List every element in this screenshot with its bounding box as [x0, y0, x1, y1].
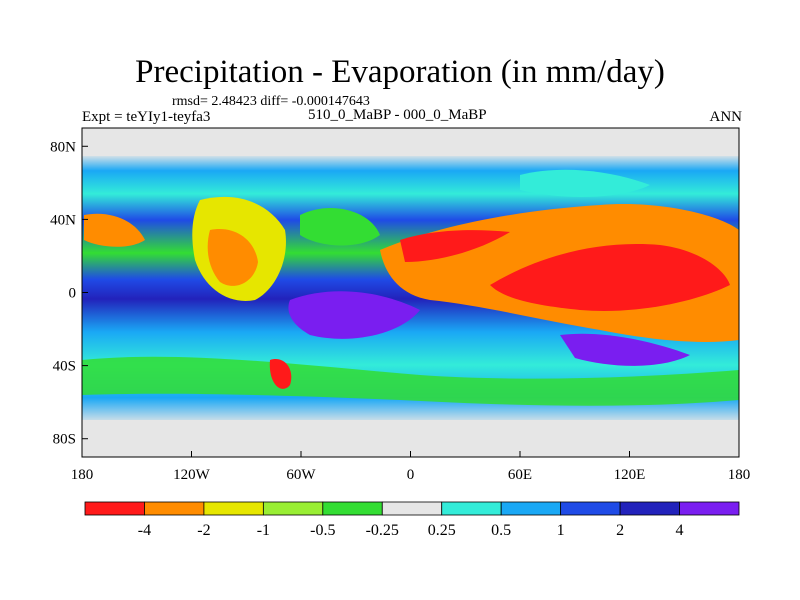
- south-west-red-spot: [269, 359, 292, 389]
- plot-title: Precipitation - Evaporation (in mm/day): [135, 54, 665, 90]
- eastern-purple-region: [560, 333, 690, 366]
- y-axis-ticks: 80N 40N 0 40S 80S: [50, 139, 88, 448]
- colorbar-label: 4: [676, 522, 684, 539]
- y-tick-label: 40S: [53, 359, 76, 375]
- colorbar-swatch: [322, 501, 383, 516]
- north-cyan-region: [520, 169, 650, 197]
- southern-green-band: [82, 356, 739, 406]
- comparison-label: 510_0_MaBP - 000_0_MaBP: [308, 107, 487, 123]
- precip-field: [82, 128, 739, 457]
- colorbar-label: -0.5: [310, 522, 335, 539]
- x-tick-label: 60W: [286, 467, 316, 483]
- colorbar-label: 0.25: [428, 522, 456, 539]
- colorbar-swatch: [500, 501, 562, 516]
- colorbar-label: 1: [557, 522, 565, 539]
- colorbar-swatch: [84, 501, 145, 516]
- y-tick-label: 80S: [53, 432, 76, 448]
- x-tick-label: 120E: [614, 467, 646, 483]
- tropical-purple-region: [288, 291, 420, 339]
- colorbar-label: -1: [257, 522, 270, 539]
- colorbar-label: 2: [616, 522, 624, 539]
- colorbar-swatch: [441, 501, 502, 516]
- season-label: ANN: [709, 109, 743, 125]
- x-axis-ticks: 180 120W 60W 0 60E 120E 180: [71, 451, 751, 483]
- colorbar-swatch: [262, 501, 324, 516]
- colorbar-label: -0.25: [366, 522, 399, 539]
- x-tick-label: 120W: [173, 467, 211, 483]
- central-red-region: [400, 230, 510, 262]
- colorbar-swatch: [560, 501, 621, 516]
- colorbar-swatch: [144, 501, 205, 516]
- y-tick-label: 80N: [50, 139, 76, 155]
- colorbar-swatch: [203, 501, 264, 516]
- north-atlantic-green-region: [300, 207, 380, 246]
- experiment-label: Expt = teYIy1-teyfa3: [82, 109, 211, 125]
- x-tick-label: 180: [728, 467, 751, 483]
- colorbar-swatch: [619, 501, 680, 516]
- x-tick-label: 60E: [508, 467, 532, 483]
- colorbar-swatch: [381, 501, 443, 516]
- colorbar-label: -2: [197, 522, 210, 539]
- colorbar: -4 -2 -1 -0.5 -0.25 0.25 0.5 1 2 4: [84, 501, 740, 539]
- stats-text: rmsd= 2.48423 diff= -0.000147643: [172, 94, 370, 109]
- x-tick-label: 180: [71, 467, 94, 483]
- colorbar-label: 0.5: [491, 522, 511, 539]
- colorbar-swatch: [679, 501, 740, 516]
- y-tick-label: 40N: [50, 212, 76, 228]
- north-polar-region: [82, 128, 739, 156]
- x-tick-label: 0: [407, 467, 415, 483]
- south-polar-region: [82, 420, 739, 457]
- eastern-red-region: [490, 244, 730, 311]
- y-tick-label: 0: [69, 286, 77, 302]
- western-orange-region: [207, 229, 258, 286]
- far-west-orange-region: [84, 213, 145, 247]
- colorbar-label: -4: [138, 522, 151, 539]
